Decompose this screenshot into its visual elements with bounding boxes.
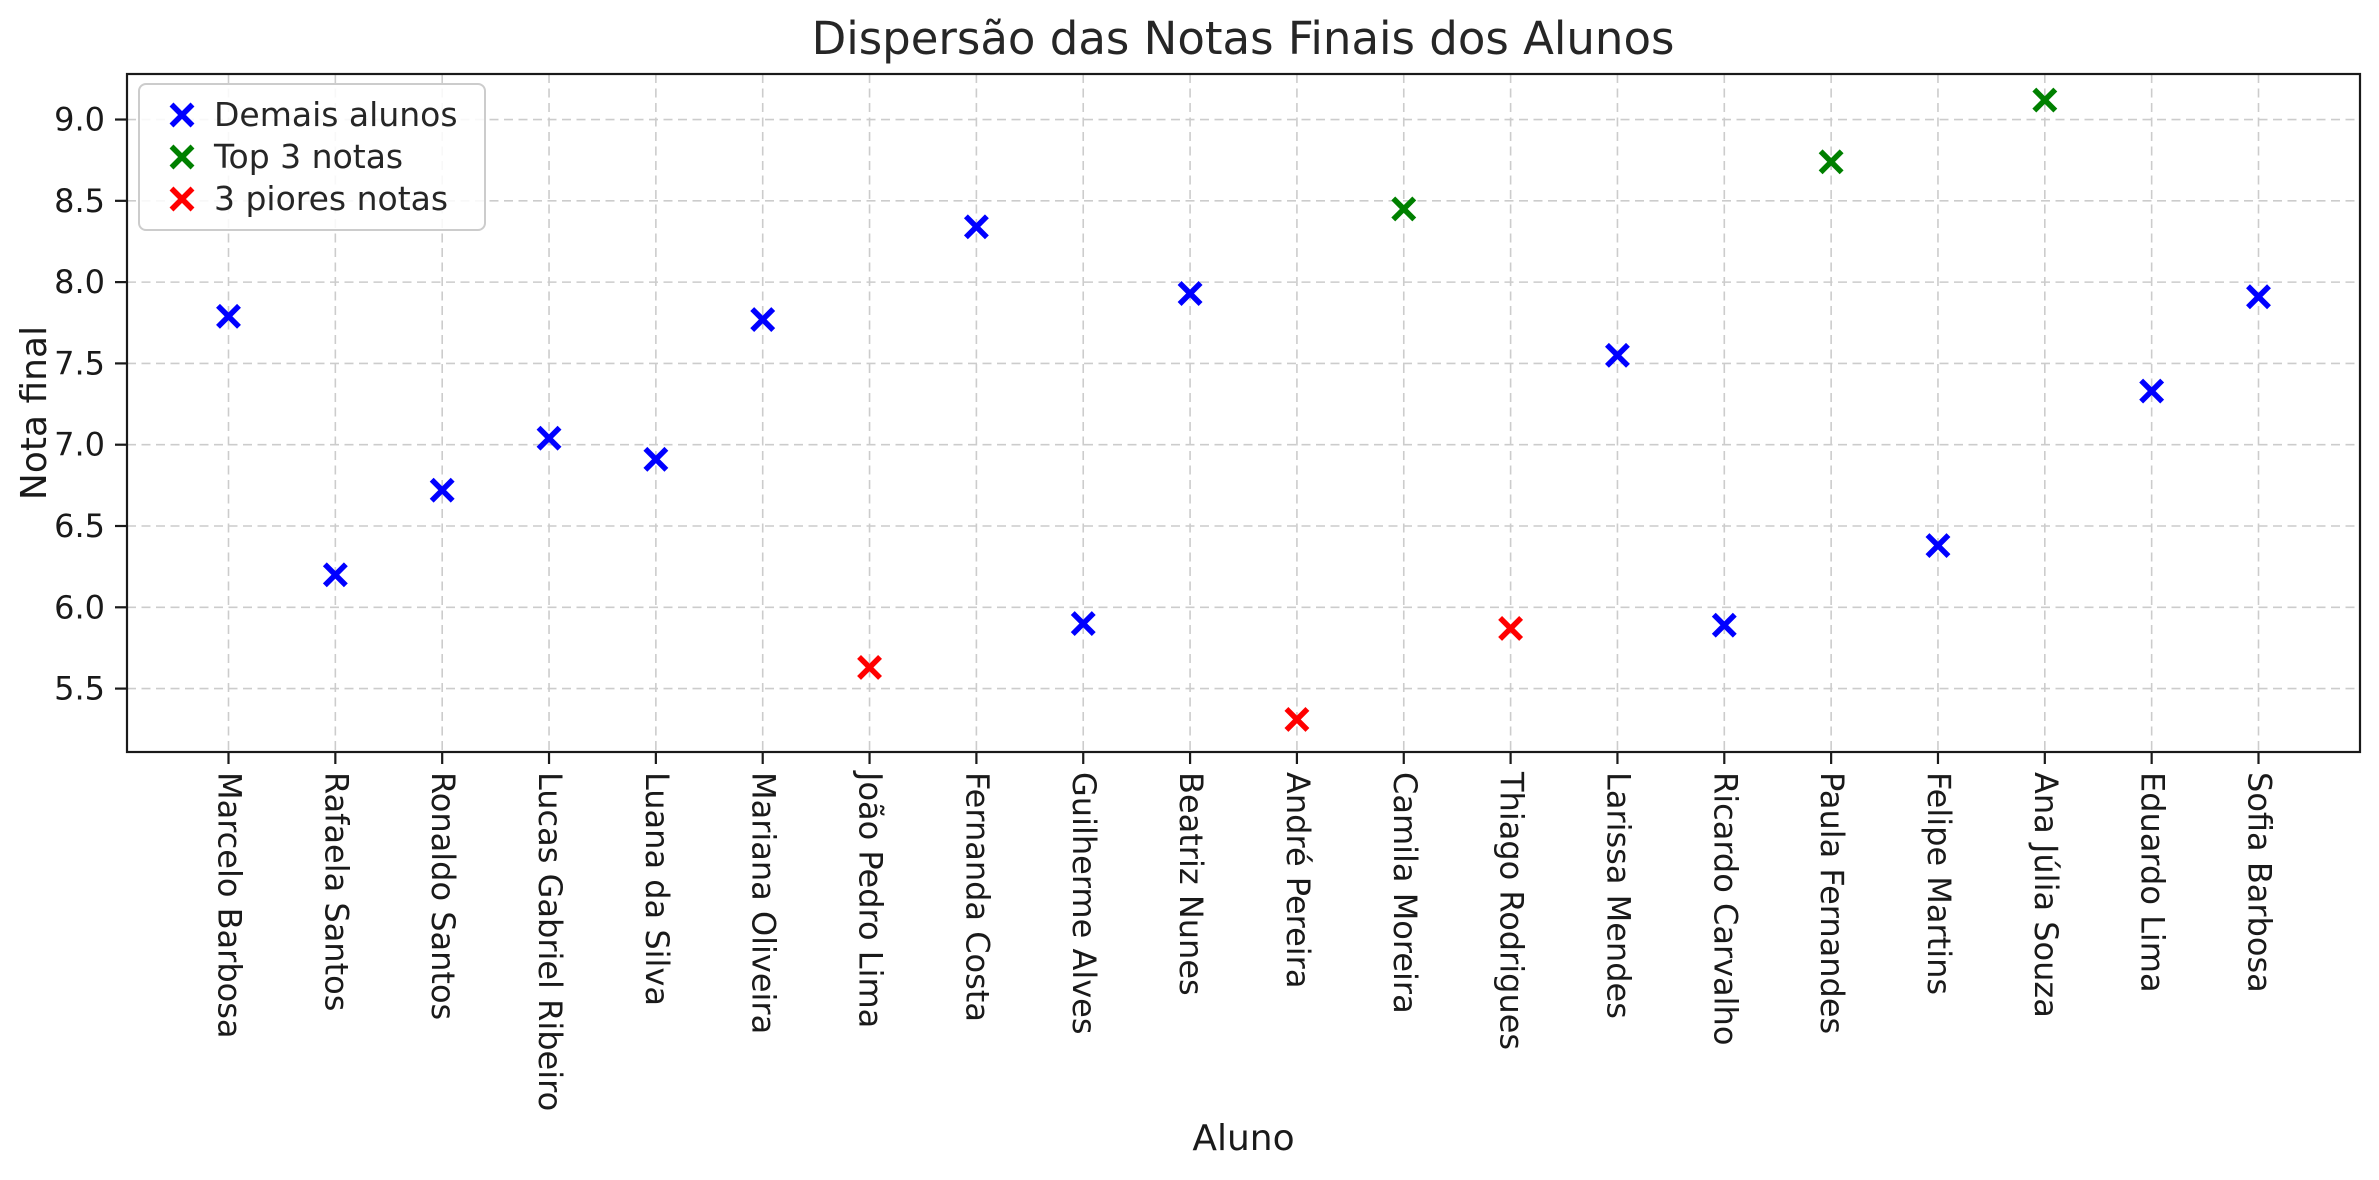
scatter-point: [1605, 342, 1630, 368]
scatter-point: [322, 562, 348, 588]
legend: Demais alunos Top 3 notas 3 piores notas: [138, 83, 486, 231]
y-tick-label: 9.0: [54, 101, 105, 139]
y-tick-label: 8.5: [54, 182, 105, 220]
x-tick-label: André Pereira: [1279, 772, 1317, 988]
scatter-point: [1070, 611, 1096, 636]
x-tick-label: Paula Fernandes: [1813, 772, 1851, 1034]
legend-item-demais-alunos: Demais alunos: [154, 95, 458, 135]
scatter-point: [536, 425, 562, 451]
x-tick-label: Lucas Gabriel Ribeiro: [531, 772, 569, 1111]
y-tick-label: 7.0: [54, 426, 105, 464]
chart-title: Dispersão das Notas Finais dos Alunos: [811, 12, 1675, 65]
x-tick-label: Marcelo Barbosa: [211, 772, 249, 1038]
x-tick-label: Larissa Mendes: [1599, 772, 1637, 1019]
legend-label-demais-alunos: Demais alunos: [214, 95, 458, 134]
x-tick-label: Sofia Barbosa: [2241, 772, 2279, 993]
x-tick-label: Camila Moreira: [1386, 772, 1424, 1014]
x-tick-label: Eduardo Lima: [2134, 772, 2172, 993]
scatter-point: [1711, 612, 1737, 638]
legend-item-3-piores-notas: 3 piores notas: [154, 179, 458, 219]
y-tick-label: 6.5: [54, 507, 105, 545]
scatter-point: [963, 214, 989, 240]
x-tick-label: Ricardo Carvalho: [1706, 772, 1744, 1045]
x-tick-label: Thiago Rodrigues: [1493, 771, 1531, 1050]
scatter-point: [857, 655, 882, 680]
x-axis-label: Aluno: [1192, 1118, 1294, 1159]
y-tick-label: 8.0: [54, 263, 105, 301]
scatter-point: [1498, 615, 1524, 641]
scatter-point: [2032, 87, 2058, 113]
legend-label-3-piores-notas: 3 piores notas: [214, 179, 449, 218]
scatter-point: [1391, 196, 1417, 222]
axes-box: [125, 72, 2362, 754]
x-tick-label: Guilherme Alves: [1065, 772, 1103, 1035]
y-tick-label: 7.5: [54, 344, 105, 382]
x-marker-path: [169, 186, 195, 212]
scatter-point: [643, 446, 669, 472]
scatter-point: [2246, 284, 2271, 310]
scatter-point: [1818, 149, 1844, 175]
scatter-point: [429, 477, 455, 503]
x-tick-label: Fernanda Costa: [958, 772, 996, 1022]
scatter-point: [216, 303, 241, 329]
scatter-point: [1925, 533, 1951, 558]
x-marker-icon: [169, 144, 195, 170]
y-tick-label: 5.5: [54, 670, 105, 708]
x-tick-label: Rafaela Santos: [317, 772, 355, 1011]
x-marker-icon: [169, 186, 195, 212]
x-tick-label: Ana Júlia Souza: [2027, 772, 2065, 1018]
scatter-point: [2139, 378, 2165, 404]
x-tick-label: Luana da Silva: [638, 772, 676, 1006]
x-marker-path: [169, 102, 195, 128]
legend-item-top-3-notas: Top 3 notas: [154, 137, 458, 177]
x-marker-icon: [169, 102, 195, 128]
x-tick-label: Mariana Oliveira: [745, 772, 783, 1034]
x-tick-label: Beatriz Nunes: [1172, 772, 1210, 996]
scatter-point: [1177, 281, 1203, 306]
y-axis-label: Nota final: [14, 326, 55, 500]
x-tick-label: Felipe Martins: [1920, 772, 1958, 995]
y-tick-label: 6.0: [54, 588, 105, 626]
x-marker-path: [169, 144, 195, 170]
scatter-point: [1284, 707, 1310, 732]
x-tick-label: João Pedro Lima: [852, 770, 890, 1028]
legend-label-top-3-notas: Top 3 notas: [214, 137, 404, 176]
scatter-point: [750, 307, 776, 332]
x-tick-label: Ronaldo Santos: [424, 772, 462, 1020]
